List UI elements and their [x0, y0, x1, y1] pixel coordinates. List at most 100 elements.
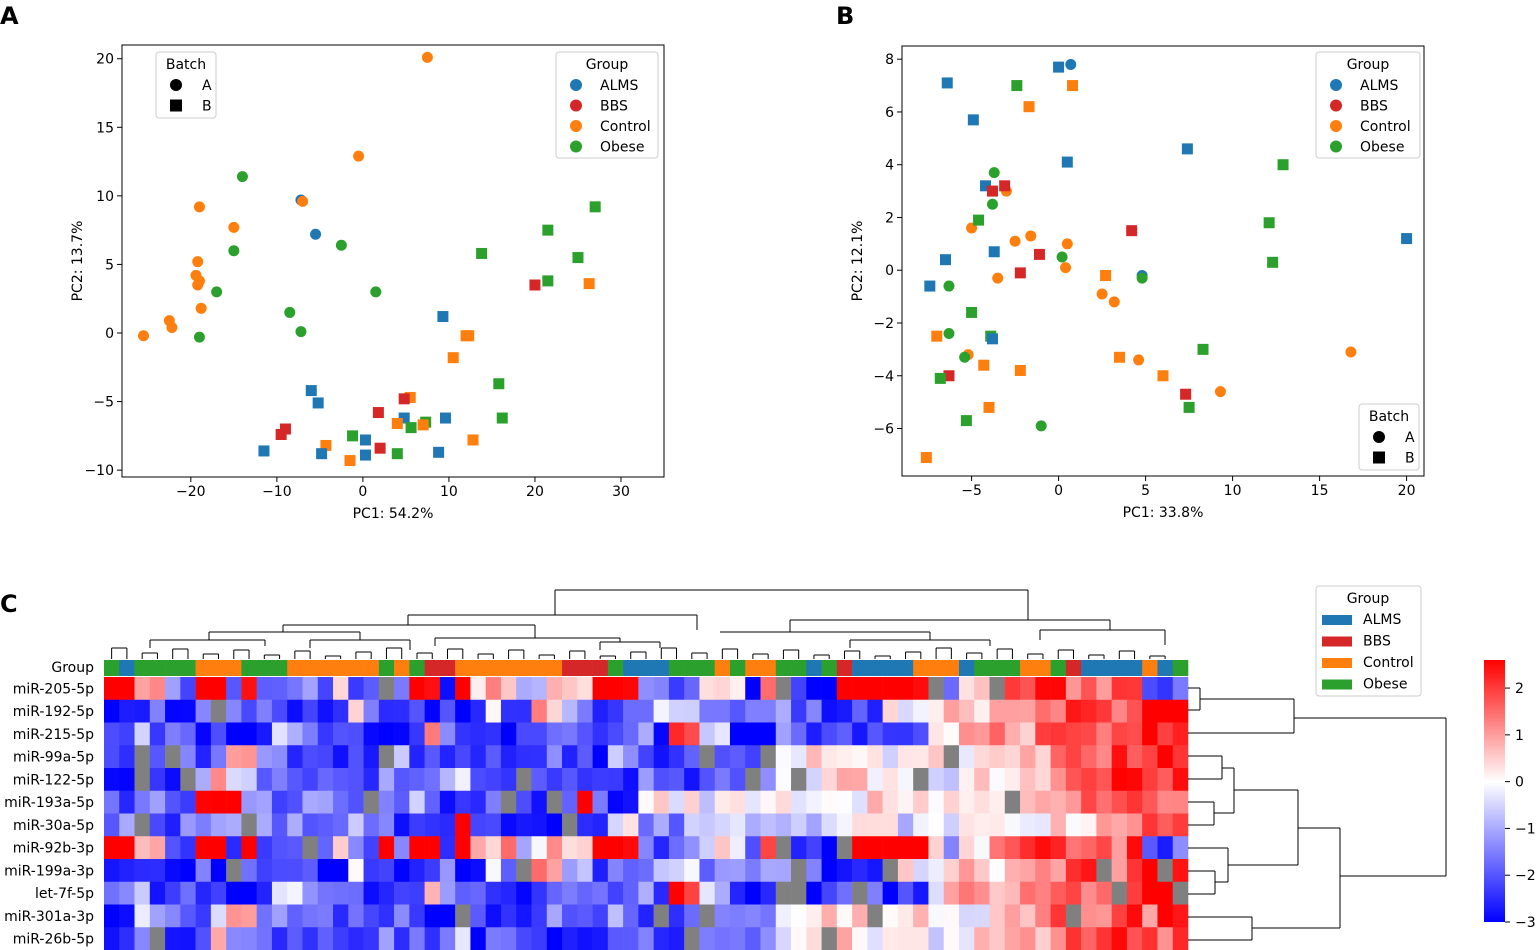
heatmap-cell — [363, 927, 380, 950]
heatmap-cell — [668, 836, 685, 860]
heatmap-cell — [852, 881, 868, 905]
heatmap-cell — [882, 768, 899, 792]
heatmap-cell — [363, 904, 380, 928]
heatmap-cell — [256, 881, 273, 905]
heatmap-cell — [1004, 790, 1021, 814]
data-point — [195, 302, 207, 314]
heatmap-cell — [134, 859, 151, 883]
heatmap-cell — [546, 904, 563, 928]
colorbar-tick-label: 2 — [1515, 681, 1524, 697]
group-annotation-cell — [500, 660, 517, 676]
data-point — [353, 150, 365, 162]
data-point — [192, 279, 204, 291]
heatmap-cell — [989, 904, 1006, 928]
heatmap-cell — [684, 790, 700, 814]
heatmap-cell — [775, 790, 792, 814]
heatmap-cell — [333, 813, 349, 837]
heatmap-cell — [806, 768, 822, 792]
heatmap-cell — [913, 859, 929, 883]
heatmap-cell — [928, 813, 945, 837]
heatmap-cell — [943, 927, 960, 950]
heatmap-cell — [333, 904, 349, 928]
heatmap-cell — [1157, 836, 1174, 860]
heatmap-cell — [470, 927, 486, 950]
heatmap-cell — [531, 927, 548, 950]
group-annotation-cell — [424, 660, 441, 676]
heatmap-cell — [913, 881, 929, 905]
heatmap-cell — [607, 790, 624, 814]
heatmap-cell — [1111, 790, 1128, 814]
group-annotation-cell — [745, 660, 761, 676]
data-point — [258, 445, 270, 457]
heatmap-cell — [516, 790, 532, 814]
heatmap-cell — [852, 927, 868, 950]
heatmap-cell — [226, 813, 242, 837]
heatmap-cell — [821, 813, 838, 837]
heatmap-cell — [455, 768, 471, 792]
group-annotation-cell — [378, 660, 395, 676]
heatmap-cell — [806, 813, 822, 837]
heatmap-cell — [1096, 813, 1112, 837]
heatmap-cell — [134, 790, 151, 814]
heatmap-cell — [729, 927, 746, 950]
heatmap-cell — [943, 677, 960, 701]
heatmap-cell — [1035, 836, 1051, 860]
heatmap-cell — [378, 927, 395, 950]
heatmap-cell — [1065, 813, 1082, 837]
heatmap-cell — [317, 927, 334, 950]
heatmap-cell — [531, 699, 548, 723]
heatmap-cell — [653, 904, 670, 928]
heatmap-cell — [882, 881, 899, 905]
heatmap-cell — [485, 745, 502, 769]
heatmap-cell — [729, 859, 746, 883]
heatmap-cell — [592, 790, 609, 814]
heatmap-cell — [653, 745, 670, 769]
heatmap-cell — [287, 813, 303, 837]
heatmap-cell — [729, 768, 746, 792]
heatmap-cell — [317, 836, 334, 860]
heatmap-cell — [806, 836, 822, 860]
heatmap-cell — [1142, 836, 1158, 860]
heatmap-cell — [882, 790, 899, 814]
heatmap-cell — [729, 699, 746, 723]
legend-group-box — [1315, 51, 1421, 159]
heatmap-cell — [1065, 790, 1082, 814]
group-annotation-cell — [958, 660, 975, 676]
heatmap-cell — [623, 859, 639, 883]
heatmap-cell — [302, 927, 319, 950]
heatmap-cell — [363, 722, 380, 746]
data-point — [959, 351, 971, 363]
data-point — [228, 245, 240, 257]
data-point — [973, 214, 985, 226]
heatmap-cell — [195, 677, 212, 701]
heatmap-cell — [714, 722, 731, 746]
data-point — [476, 247, 488, 259]
heatmap-cell — [775, 904, 792, 928]
heatmap-cell — [577, 790, 593, 814]
heatmap-cell — [958, 904, 975, 928]
heatmap-cell — [455, 722, 471, 746]
heatmap-cell — [760, 927, 777, 950]
heatmap-cell — [1142, 881, 1158, 905]
row-label: miR-92b-3p — [13, 841, 94, 857]
heatmap-cell — [791, 768, 807, 792]
heatmap-cell — [1111, 745, 1128, 769]
group-annotation-cell — [638, 660, 654, 676]
heatmap-cell — [684, 904, 700, 928]
group-annotation-cell — [974, 660, 990, 676]
heatmap-cell — [302, 904, 319, 928]
heatmap-cell — [333, 859, 349, 883]
heatmap-cell — [1081, 699, 1097, 723]
heatmap-cell — [195, 745, 212, 769]
group-annotation-cell — [821, 660, 838, 676]
data-point — [193, 201, 205, 213]
heatmap-cell — [470, 881, 486, 905]
heatmap-cell — [1081, 904, 1097, 928]
heatmap-cell — [714, 768, 731, 792]
panel-label: C — [0, 590, 18, 618]
heatmap-cell — [149, 813, 166, 837]
heatmap-cell — [1142, 677, 1158, 701]
heatmap-cell — [241, 790, 257, 814]
heatmap-cell — [1096, 790, 1112, 814]
